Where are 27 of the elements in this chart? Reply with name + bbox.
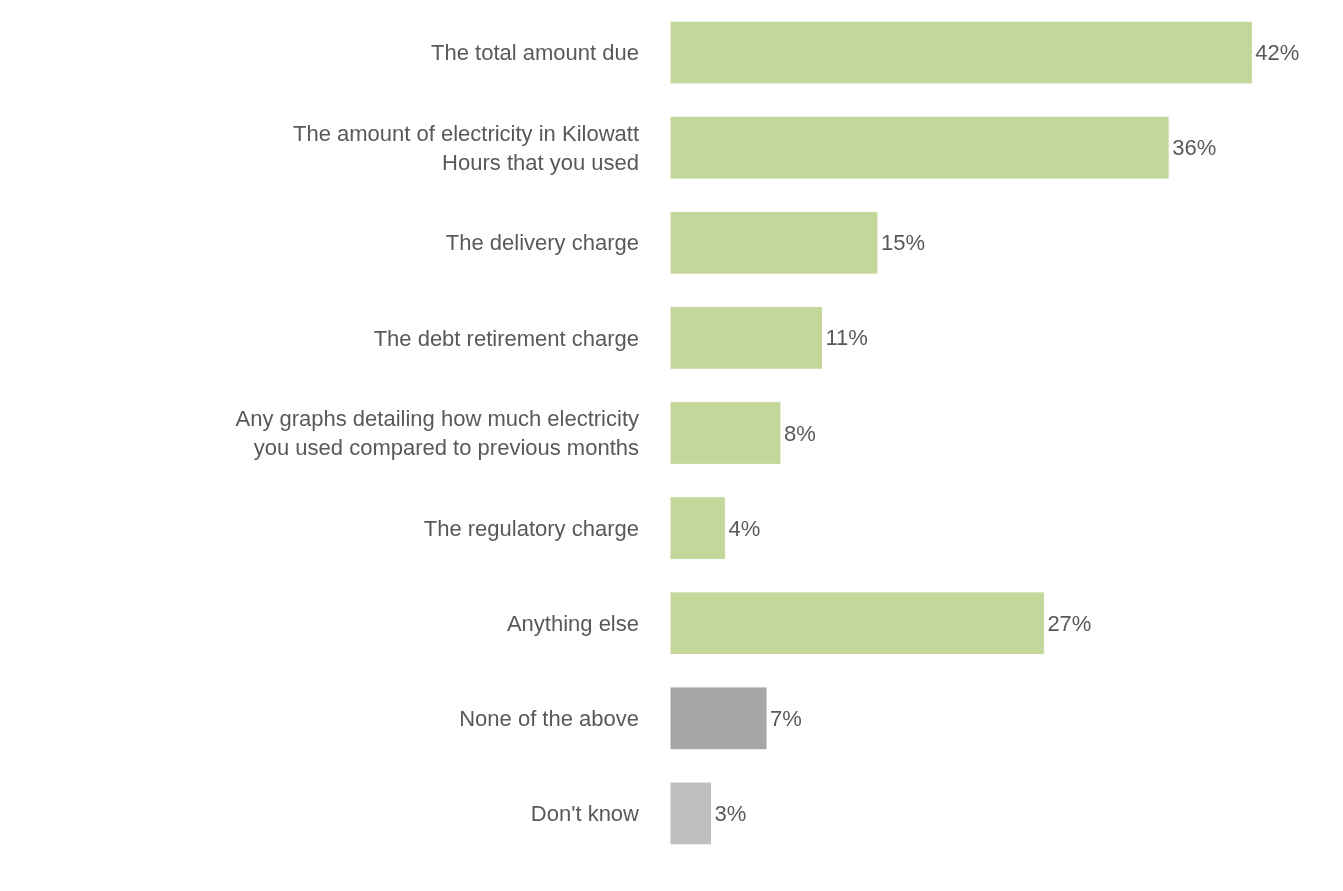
data-label: 27% [1047, 610, 1092, 636]
bar [670, 401, 782, 465]
data-label: 7% [770, 705, 802, 731]
data-label: 11% [825, 325, 868, 351]
y-tick-label: Don't know [530, 801, 640, 827]
bar [670, 210, 879, 275]
y-tick-label: The amount of electricity in Kilowatt Hours that you used [292, 121, 639, 175]
bar [670, 20, 1253, 85]
bar [670, 781, 713, 846]
bar [670, 306, 824, 370]
bar [670, 496, 726, 560]
data-label: 4% [728, 515, 761, 541]
y-tick-label: The total amount due [431, 40, 639, 66]
bar [670, 115, 1170, 180]
data-label: 3% [714, 800, 747, 826]
bar [670, 591, 1045, 656]
data-label: 8% [783, 420, 816, 446]
y-tick-label: The regulatory charge [423, 515, 639, 541]
y-tick-label: None of the above [459, 706, 639, 732]
data-label: 15% [880, 230, 926, 256]
data-label: 42% [1255, 40, 1300, 66]
bar [670, 686, 768, 751]
y-tick-label: Any graphs detailing how much electricity you used compared to previous months [235, 406, 639, 460]
data-label: 36% [1172, 135, 1217, 161]
y-tick-label: The debt retirement charge [373, 325, 639, 351]
y-tick-label: Anything else [506, 610, 639, 636]
y-tick-label: The delivery charge [445, 230, 639, 256]
